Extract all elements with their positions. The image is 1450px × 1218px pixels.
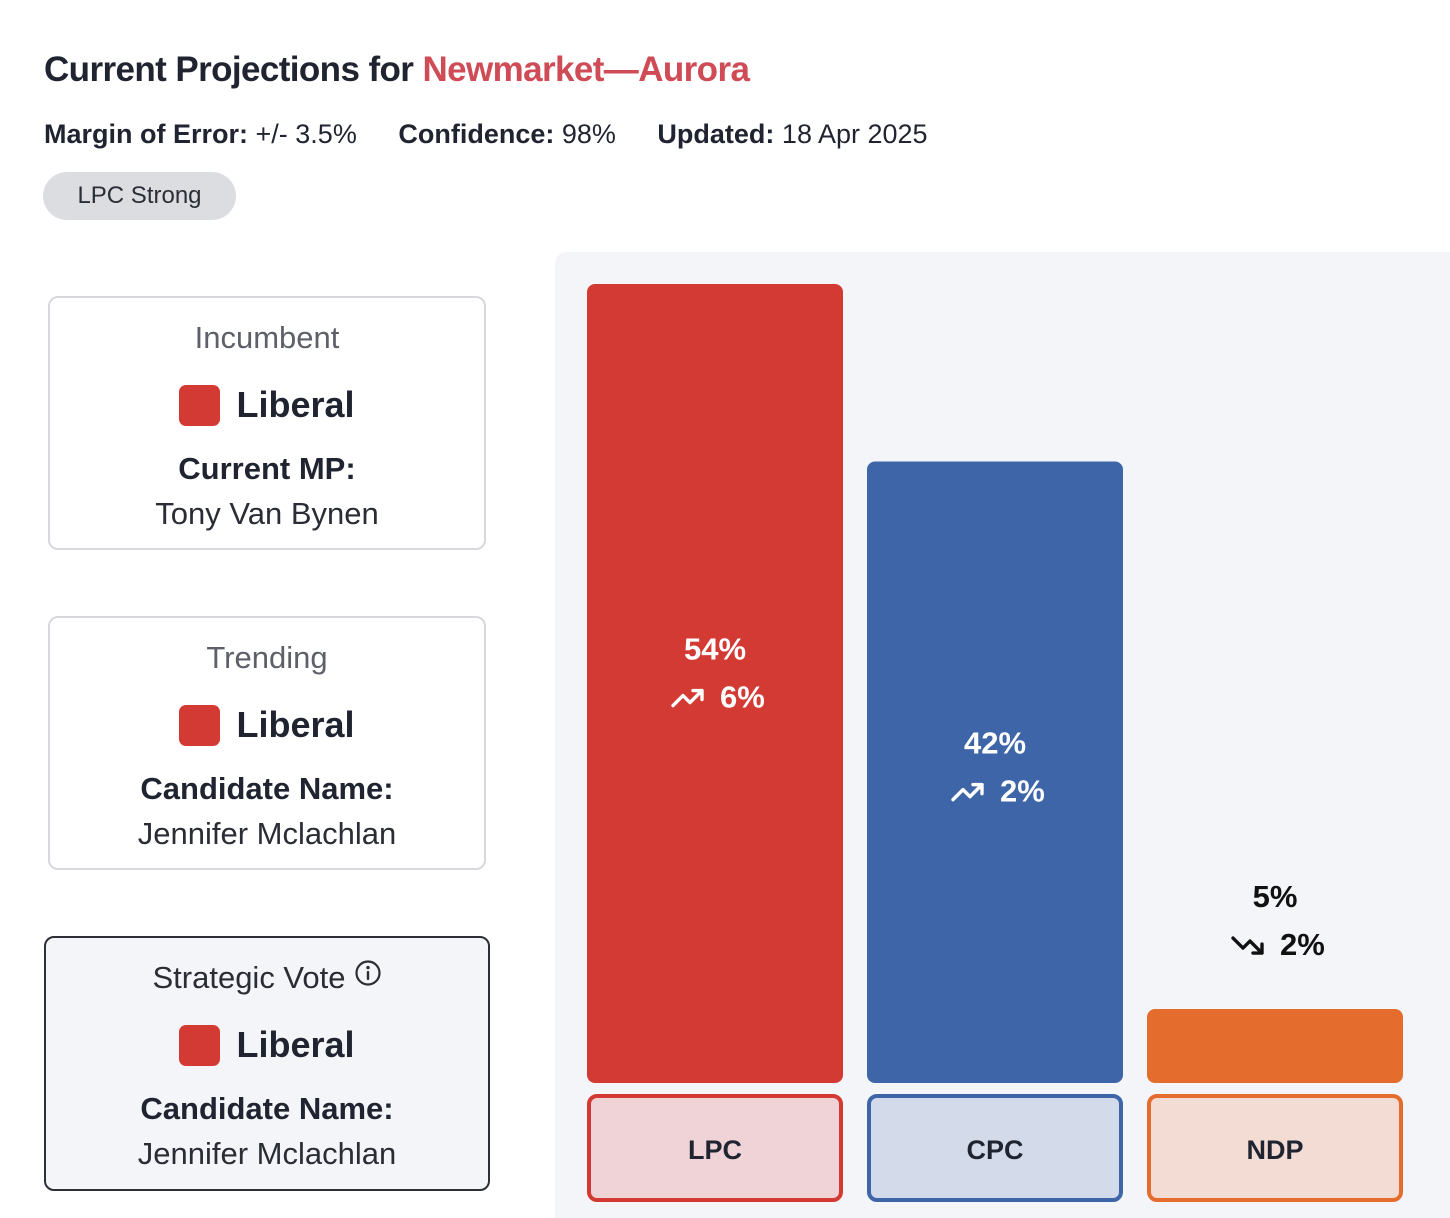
margin-of-error: Margin of Error: +/- 3.5% (44, 119, 357, 149)
updated-value: 18 Apr 2025 (774, 119, 928, 149)
party-color-swatch (179, 1024, 221, 1066)
projection-chart-panel: 54% 6% LPC 42% 2% CPC 5% 2% NDP (555, 252, 1450, 1218)
bar-lpc (587, 284, 843, 1083)
incumbent-role: Current MP: (178, 451, 356, 486)
strategic-party: Liberal (46, 1024, 488, 1066)
category-label-lpc: LPC (688, 1135, 742, 1165)
strategic-name: Jennifer Mclachlan (137, 1136, 397, 1171)
updated: Updated: 18 Apr 2025 (657, 119, 927, 149)
category-box-lpc (587, 1094, 843, 1202)
category-label-cpc: CPC (966, 1135, 1023, 1165)
margin-label: Margin of Error: (44, 119, 249, 149)
change-label-ndp: 2% (1280, 927, 1325, 962)
trend-up-icon (671, 688, 704, 708)
strategic-party-name: Liberal (236, 1024, 355, 1065)
updated-label: Updated: (657, 119, 775, 149)
change-label-lpc: 6% (720, 680, 765, 715)
trending-card: Trending Liberal Candidate Name: Jennife… (48, 616, 486, 870)
strategic-vote-card: Strategic Vote Liberal Candidate Name: J… (44, 936, 490, 1191)
trending-name: Jennifer Mclachlan (137, 816, 397, 851)
confidence-label: Confidence: (398, 119, 555, 149)
strategic-label-row: Strategic Vote (46, 960, 488, 996)
strategic-label: Strategic Vote (152, 960, 346, 995)
projection-bar-chart: 54% 6% LPC 42% 2% CPC 5% 2% NDP (587, 284, 1403, 1202)
incumbent-card: Incumbent Liberal Current MP: Tony Van B… (48, 296, 486, 550)
incumbent-name: Tony Van Bynen (155, 496, 379, 531)
bar-cpc (867, 461, 1123, 1083)
title-prefix: Current Projections for (44, 50, 423, 89)
page-title: Current Projections for Newmarket—Aurora (44, 50, 750, 90)
projection-meta: Margin of Error: +/- 3.5% Confidence: 98… (44, 119, 962, 150)
riding-name: Newmarket—Aurora (422, 50, 750, 89)
category-label-ndp: NDP (1246, 1135, 1303, 1165)
change-label-cpc: 2% (1000, 774, 1045, 809)
confidence: Confidence: 98% (398, 119, 616, 149)
incumbent-party: Liberal (50, 384, 484, 426)
trend-up-icon (951, 782, 984, 802)
party-color-swatch (179, 704, 221, 746)
trending-label: Trending (206, 640, 328, 675)
incumbent-party-name: Liberal (236, 384, 355, 425)
info-icon[interactable] (354, 959, 382, 995)
incumbent-label: Incumbent (194, 320, 340, 355)
value-label-cpc: 42% (964, 726, 1026, 761)
strategic-role: Candidate Name: (140, 1091, 394, 1126)
value-label-ndp: 5% (1253, 879, 1298, 914)
confidence-value: 98% (554, 119, 616, 149)
bar-ndp (1147, 1009, 1403, 1083)
trending-party-name: Liberal (236, 704, 355, 745)
trend-down-icon (1231, 936, 1264, 955)
status-badge: LPC Strong (43, 172, 236, 220)
party-color-swatch (179, 384, 221, 426)
category-box-ndp (1147, 1094, 1403, 1202)
trending-party: Liberal (50, 704, 484, 746)
margin-value: +/- 3.5% (248, 119, 357, 149)
value-label-lpc: 54% (684, 632, 746, 667)
category-box-cpc (867, 1094, 1123, 1202)
trending-role: Candidate Name: (140, 771, 394, 806)
